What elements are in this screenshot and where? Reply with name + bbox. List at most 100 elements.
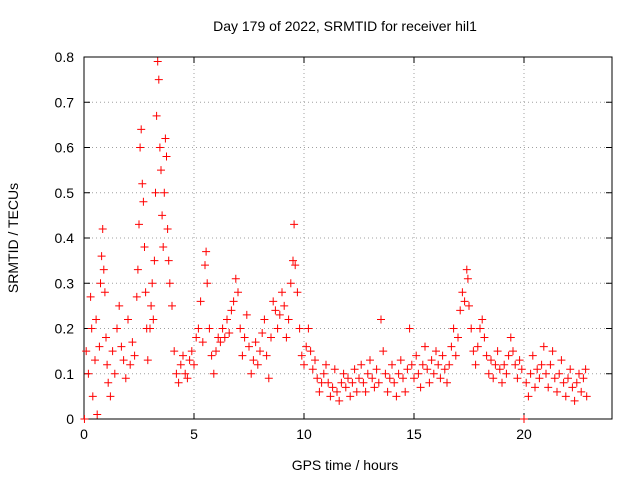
data-point (160, 188, 169, 197)
data-point (414, 369, 423, 378)
data-point (128, 338, 137, 347)
data-point (337, 378, 346, 387)
data-point (315, 387, 324, 396)
data-point (273, 324, 282, 333)
data-point (557, 356, 566, 365)
data-point (218, 324, 227, 333)
data-point (350, 365, 359, 374)
data-point (425, 378, 434, 387)
data-point (582, 392, 591, 401)
data-point (471, 360, 480, 369)
data-point (260, 315, 269, 324)
data-point (322, 360, 330, 369)
data-point (304, 324, 313, 333)
data-point (462, 265, 471, 274)
x-tick-label: 10 (296, 426, 312, 442)
data-point (84, 369, 93, 378)
data-point (498, 378, 506, 387)
data-point (99, 265, 108, 274)
data-point (575, 369, 583, 378)
data-point (179, 351, 187, 360)
data-point (247, 369, 256, 378)
data-point (256, 347, 264, 356)
data-point (355, 374, 363, 383)
data-point (539, 342, 548, 351)
data-point (377, 315, 385, 324)
data-point (548, 347, 557, 356)
y-tick-label: 0 (66, 411, 74, 427)
data-point (407, 360, 416, 369)
data-point (495, 365, 504, 374)
data-point (412, 351, 421, 360)
data-point (170, 347, 179, 356)
data-point (311, 356, 319, 365)
y-tick-label: 0.1 (55, 366, 75, 382)
data-point (154, 75, 163, 84)
data-point (164, 256, 173, 265)
data-point (434, 360, 443, 369)
y-tick-label: 0.6 (55, 140, 75, 156)
data-point (278, 288, 286, 297)
data-point (196, 297, 205, 306)
data-point (388, 360, 396, 369)
data-point (502, 369, 511, 378)
data-point (443, 378, 451, 387)
data-point (275, 310, 284, 319)
data-point (280, 301, 289, 310)
data-point (143, 356, 152, 365)
data-point (165, 279, 174, 288)
data-point (284, 315, 293, 324)
data-point (456, 306, 465, 315)
data-point (454, 333, 462, 342)
data-point (267, 333, 275, 342)
data-point (480, 333, 489, 342)
data-point (181, 369, 190, 378)
data-point (302, 342, 311, 351)
data-point (282, 333, 291, 342)
data-point (522, 378, 531, 387)
data-point (139, 197, 148, 206)
data-point (163, 224, 172, 233)
data-point (209, 369, 218, 378)
data-point (449, 324, 458, 333)
data-point (542, 369, 550, 378)
data-point (328, 383, 337, 392)
data-point (348, 378, 357, 387)
data-point (504, 351, 513, 360)
data-point (293, 288, 302, 297)
data-point (153, 57, 162, 66)
data-point (352, 387, 361, 396)
data-point (161, 134, 170, 143)
data-point (478, 315, 487, 324)
data-point (124, 315, 132, 324)
data-point (528, 351, 537, 360)
data-point (570, 396, 579, 405)
data-point (566, 365, 575, 374)
data-point (155, 143, 164, 152)
data-point (306, 347, 315, 356)
data-point (162, 152, 171, 161)
data-point (513, 374, 522, 383)
data-point (572, 378, 581, 387)
data-point (106, 392, 115, 401)
data-point (117, 342, 126, 351)
data-point (515, 356, 524, 365)
data-point (537, 360, 546, 369)
data-point (531, 383, 539, 392)
data-point (104, 378, 113, 387)
x-tick-label: 0 (80, 426, 88, 442)
x-tick-label: 15 (406, 426, 422, 442)
data-series (80, 57, 591, 423)
data-point (535, 374, 544, 383)
data-point (440, 365, 449, 374)
data-point (418, 360, 427, 369)
data-point (207, 351, 216, 360)
data-point (138, 179, 147, 188)
data-point (399, 374, 407, 383)
data-point (190, 360, 198, 369)
data-point (460, 297, 469, 306)
data-point (174, 378, 183, 387)
data-point (520, 415, 528, 423)
data-point (561, 392, 570, 401)
data-point (149, 315, 158, 324)
